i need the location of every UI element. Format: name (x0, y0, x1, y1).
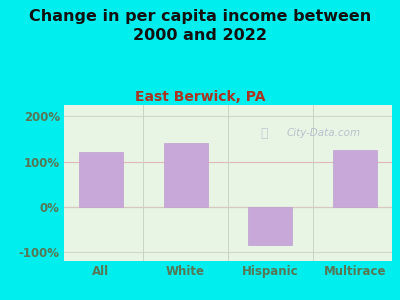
Text: ⌕: ⌕ (260, 127, 268, 140)
Bar (79, 152, 123, 207)
Bar (333, 150, 377, 207)
Text: City-Data.com: City-Data.com (287, 128, 361, 138)
Bar (248, 207, 292, 245)
Text: East Berwick, PA: East Berwick, PA (135, 90, 265, 104)
Text: Change in per capita income between
2000 and 2022: Change in per capita income between 2000… (29, 9, 371, 43)
Bar (164, 143, 208, 207)
